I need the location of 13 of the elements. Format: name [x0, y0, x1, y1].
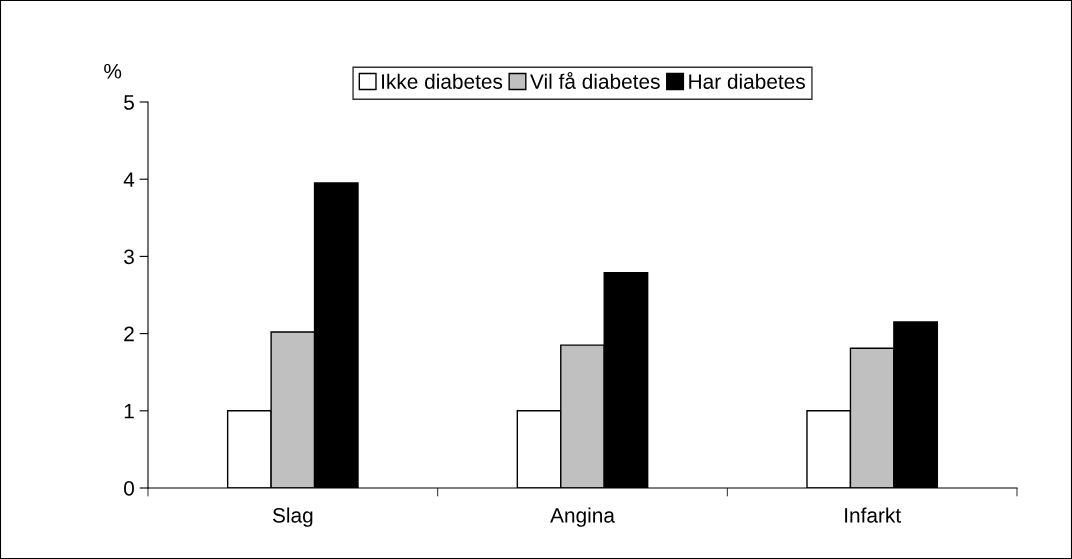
y-tick-label: 3: [124, 249, 134, 265]
x-tick-label: Angina: [550, 507, 615, 527]
y-tick-label: 2: [124, 326, 134, 342]
legend-label: Har diabetes: [689, 73, 805, 89]
legend-label: Vil få diabetes: [530, 71, 660, 89]
y-axis-title: %: [104, 63, 122, 79]
y-tick-label: 1: [124, 404, 134, 419]
x-tick-label: Infarkt: [845, 507, 901, 523]
x-tick-label: Slag: [272, 507, 313, 527]
y-tick-label: 4: [123, 172, 135, 187]
legend-label: Ikke diabetes: [382, 73, 503, 89]
y-tick-label: 0: [124, 481, 134, 496]
y-tick-label: 5: [124, 95, 134, 110]
